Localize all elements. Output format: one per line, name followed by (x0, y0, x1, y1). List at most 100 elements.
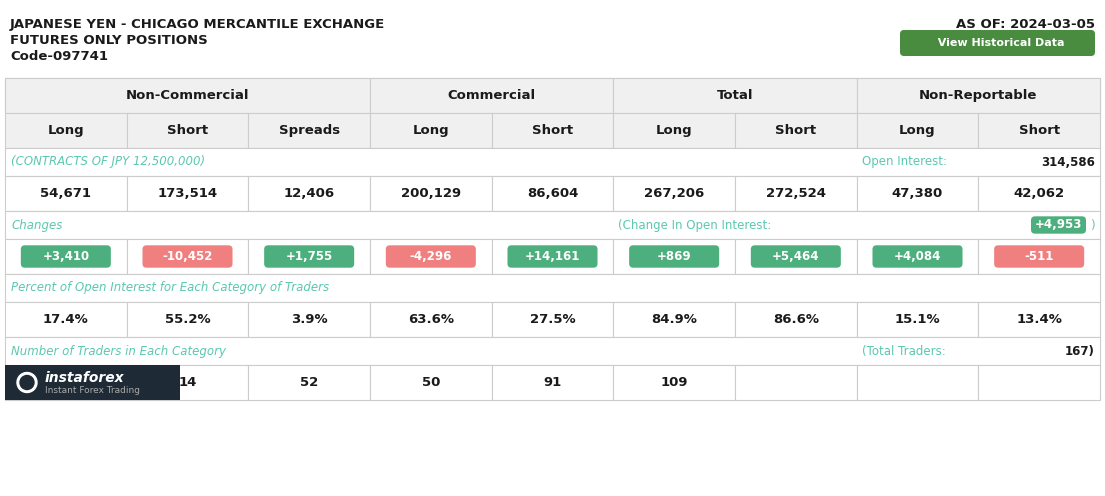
Text: 15.1%: 15.1% (895, 313, 940, 326)
Text: +4,953: +4,953 (1034, 219, 1082, 232)
Text: +5,464: +5,464 (772, 250, 820, 263)
Text: Open Interest:: Open Interest: (862, 156, 947, 169)
Bar (6, 78, 370, 113)
Bar (370, 113, 492, 148)
Bar (370, 365, 492, 400)
Bar (735, 239, 856, 274)
Text: ): ) (1090, 219, 1095, 232)
Bar (492, 239, 613, 274)
Bar (978, 176, 1099, 211)
Bar (613, 113, 735, 148)
Text: (Total Traders:: (Total Traders: (862, 345, 946, 358)
Bar (249, 302, 370, 337)
Bar (6, 78, 1099, 113)
Text: Code-097741: Code-097741 (10, 50, 108, 63)
Text: JAPANESE YEN - CHICAGO MERCANTILE EXCHANGE: JAPANESE YEN - CHICAGO MERCANTILE EXCHAN… (10, 18, 386, 31)
Text: Spreads: Spreads (278, 124, 339, 137)
Text: AS OF: 2024-03-05: AS OF: 2024-03-05 (956, 18, 1095, 31)
Text: Instant Forex Trading: Instant Forex Trading (45, 386, 140, 395)
Text: Short: Short (167, 124, 208, 137)
Bar (127, 302, 249, 337)
Text: Number of Traders in Each Category: Number of Traders in Each Category (11, 345, 227, 358)
Bar (127, 176, 249, 211)
Text: 63.6%: 63.6% (408, 313, 454, 326)
Bar (249, 365, 370, 400)
Bar (249, 239, 370, 274)
Text: 91: 91 (544, 376, 561, 389)
Bar (6, 274, 1099, 302)
FancyBboxPatch shape (873, 246, 962, 268)
Text: 109: 109 (661, 376, 688, 389)
Bar (613, 239, 735, 274)
Bar (6, 365, 127, 400)
Bar (127, 365, 249, 400)
Bar (856, 176, 978, 211)
Bar (492, 176, 613, 211)
Text: -511: -511 (1024, 250, 1054, 263)
FancyBboxPatch shape (629, 246, 719, 268)
Text: +3,410: +3,410 (42, 250, 90, 263)
Text: +1,755: +1,755 (285, 250, 333, 263)
Bar (6, 239, 127, 274)
Text: (Change In Open Interest:: (Change In Open Interest: (619, 219, 771, 232)
Text: 13.4%: 13.4% (1017, 313, 1062, 326)
Text: -4,296: -4,296 (410, 250, 452, 263)
Bar (127, 113, 249, 148)
Text: 27.5%: 27.5% (529, 313, 576, 326)
Text: 17.4%: 17.4% (43, 313, 88, 326)
Text: 200,129: 200,129 (401, 187, 461, 200)
Text: 42,062: 42,062 (1013, 187, 1065, 200)
Text: +869: +869 (656, 250, 692, 263)
Text: 47,380: 47,380 (892, 187, 944, 200)
FancyBboxPatch shape (386, 246, 476, 268)
Bar (6, 302, 127, 337)
Bar (6, 337, 1099, 365)
Text: (CONTRACTS OF JPY 12,500,000): (CONTRACTS OF JPY 12,500,000) (11, 156, 206, 169)
Bar (127, 239, 249, 274)
Text: 14: 14 (178, 376, 197, 389)
Text: +14,161: +14,161 (525, 250, 580, 263)
Text: Short: Short (776, 124, 817, 137)
Bar (249, 113, 370, 148)
Text: Long: Long (899, 124, 936, 137)
Text: View Historical Data: View Historical Data (930, 38, 1065, 48)
Bar (735, 176, 856, 211)
Bar (6, 211, 1099, 239)
Circle shape (17, 372, 36, 392)
Text: 55.2%: 55.2% (165, 313, 210, 326)
Bar (735, 113, 856, 148)
Text: Commercial: Commercial (448, 89, 536, 102)
Bar (978, 239, 1099, 274)
Text: FUTURES ONLY POSITIONS: FUTURES ONLY POSITIONS (10, 34, 208, 47)
Bar (856, 302, 978, 337)
Bar (735, 302, 856, 337)
FancyBboxPatch shape (143, 246, 232, 268)
Circle shape (20, 375, 34, 389)
Bar (6, 148, 1099, 176)
Bar (856, 239, 978, 274)
Bar (370, 176, 492, 211)
Bar (370, 78, 613, 113)
Text: 314,586: 314,586 (1041, 156, 1095, 169)
Bar (613, 365, 735, 400)
FancyBboxPatch shape (21, 246, 111, 268)
Bar (613, 302, 735, 337)
Bar (6, 365, 180, 400)
Text: 267,206: 267,206 (644, 187, 704, 200)
Bar (6, 176, 127, 211)
Text: 12,406: 12,406 (284, 187, 335, 200)
Text: Short: Short (532, 124, 573, 137)
Bar (978, 302, 1099, 337)
Bar (978, 365, 1099, 400)
Text: Long: Long (48, 124, 84, 137)
FancyBboxPatch shape (264, 246, 355, 268)
Bar (735, 365, 856, 400)
Text: 167): 167) (1065, 345, 1095, 358)
Text: Non-Reportable: Non-Reportable (919, 89, 1038, 102)
Text: Changes: Changes (11, 219, 62, 232)
Text: -10,452: -10,452 (162, 250, 212, 263)
Text: +4,084: +4,084 (894, 250, 941, 263)
FancyBboxPatch shape (994, 246, 1084, 268)
Bar (492, 302, 613, 337)
Bar (978, 113, 1099, 148)
